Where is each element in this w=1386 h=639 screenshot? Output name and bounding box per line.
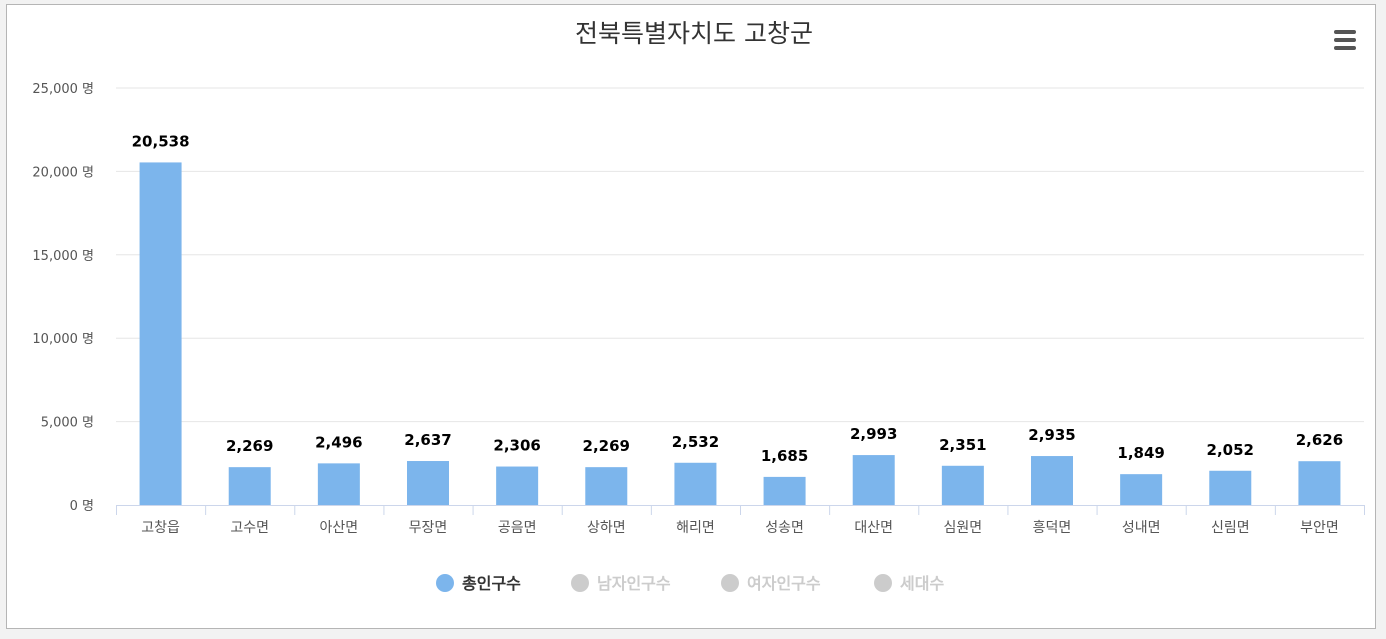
bars: 20,538 2,269 2,496 2,637 2,306 2,269 2,532 1,68… [132,132,1343,506]
data-label: 2,626 [1296,431,1343,449]
x-tick-label: 상하면 [587,520,626,536]
x-tick-label: 심원면 [944,520,983,536]
y-tick-label: 15,000 명 [32,249,94,264]
bar[interactable] [674,462,717,505]
bar[interactable] [228,467,271,505]
data-label: 2,052 [1207,441,1254,459]
legend-item[interactable]: 세대수 [874,574,944,593]
legend-item[interactable]: 총인구수 [436,574,521,593]
x-tick-label: 성송면 [765,520,804,536]
data-label: 2,935 [1028,426,1075,444]
bar[interactable] [407,461,449,505]
data-label: 20,538 [132,132,190,150]
bar[interactable] [139,162,182,506]
x-tick-label: 해리면 [676,520,715,536]
bar[interactable] [1298,461,1341,505]
x-tick-label: 아산면 [320,520,359,536]
bar[interactable] [1031,456,1073,505]
x-tick-label: 대산면 [854,520,893,536]
data-label: 2,269 [583,437,630,455]
chart-title: 전북특별자치도 고창군 [575,19,813,48]
data-label: 2,269 [226,437,273,455]
legend-marker [874,574,892,592]
legend-item[interactable]: 여자인구수 [721,574,821,593]
x-axis: 고창읍 고수면 아산면 무장면 공음면 상하면 해리면 성송면 대산면 심원면 흥덕면 성내면 신림면 부… [116,505,1365,536]
y-tick-label: 20,000 명 [32,165,94,180]
legend-label: 총인구수 [462,574,521,593]
legend-label: 남자인구수 [597,574,671,593]
x-tick-label: 무장면 [409,520,448,536]
legend: 총인구수 남자인구수 여자인구수 세대수 [436,574,944,593]
legend-label: 여자인구수 [747,574,821,593]
data-label: 2,993 [850,425,897,443]
y-tick-label: 0 명 [70,499,94,514]
x-tick-label: 흥덕면 [1033,520,1072,536]
x-tick-label: 고창읍 [141,520,180,536]
x-tick-label: 성내면 [1122,520,1161,536]
data-label: 2,637 [404,431,451,449]
legend-item[interactable]: 남자인구수 [571,574,671,593]
data-label: 1,685 [761,447,808,465]
data-label: 1,849 [1117,444,1164,462]
bar[interactable] [1209,470,1252,505]
bar[interactable] [317,463,360,505]
y-tick-label: 5,000 명 [41,416,94,431]
chart-frame [6,4,1376,629]
hamburger-menu-icon[interactable] [1330,26,1360,54]
bar[interactable] [941,465,984,505]
data-label: 2,496 [315,433,362,451]
y-axis-labels: 0 명 5,000 명 10,000 명 15,000 명 20,000 명 25,000… [32,82,94,514]
legend-marker [436,574,454,592]
bar[interactable] [1120,474,1163,505]
bar[interactable] [496,466,539,505]
data-label: 2,532 [672,433,719,451]
bar[interactable] [763,476,806,505]
y-tick-label: 10,000 명 [32,332,94,347]
x-tick-label: 고수면 [230,520,269,536]
legend-marker [721,574,739,592]
bar[interactable] [852,455,895,505]
legend-label: 세대수 [900,574,944,593]
x-tick-label: 부안면 [1300,520,1339,536]
data-label: 2,351 [939,436,986,454]
grid-lines [116,87,1364,423]
data-label: 2,306 [493,437,540,455]
y-tick-label: 25,000 명 [32,82,94,97]
x-tick-label: 공음면 [498,520,537,536]
x-tick-label: 신림면 [1211,520,1250,536]
legend-marker [571,574,589,592]
bar[interactable] [585,467,628,505]
